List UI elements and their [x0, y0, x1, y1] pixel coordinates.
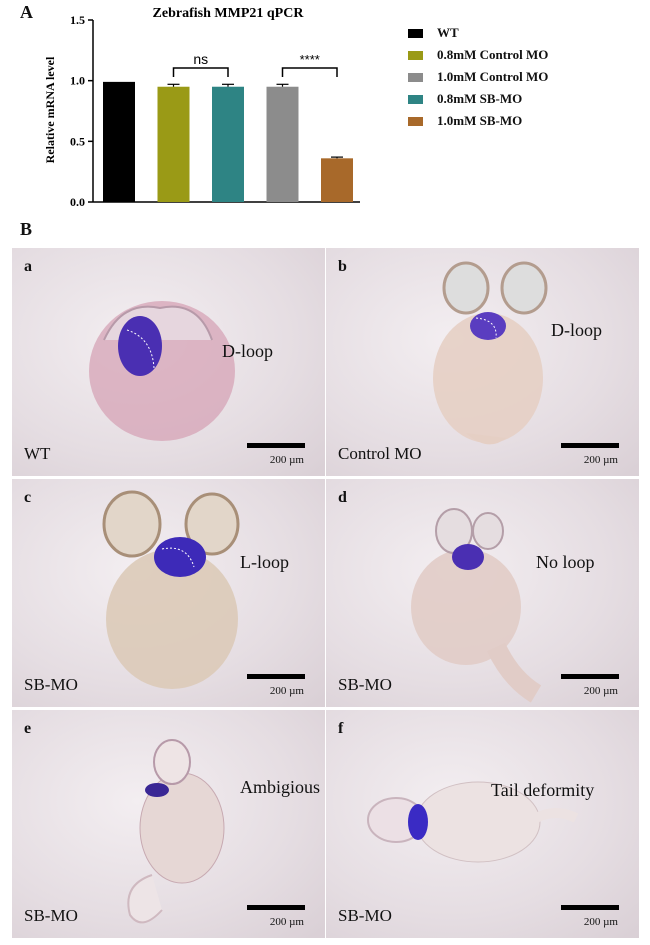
treatment-label: SB-MO: [338, 675, 392, 694]
embryo-image: [433, 261, 548, 445]
significance-label: ns: [193, 51, 208, 67]
phenotype-label: Ambigious: [240, 777, 321, 797]
bar: [212, 86, 244, 202]
scale-bar-label: 200 µm: [583, 685, 618, 697]
embryo-image: [102, 490, 240, 689]
legend-label: 0.8mM Control MO: [437, 47, 549, 62]
panel-letter: e: [24, 720, 32, 737]
legend-label: 0.8mM SB-MO: [437, 91, 523, 106]
y-tick-label: 1.5: [70, 13, 85, 27]
bar: [103, 81, 135, 202]
bar: [321, 158, 353, 202]
y-tick-label: 0.5: [70, 134, 85, 148]
scale-bar: [247, 905, 305, 910]
scale-bar: [561, 674, 619, 679]
bars-group: ns ****: [103, 51, 353, 202]
scale-bar: [561, 443, 619, 448]
panel-letter: a: [24, 258, 32, 275]
micrograph-panel: f Tail deformity SB-MO 200 µm: [326, 710, 639, 938]
legend-label: 1.0mM SB-MO: [437, 113, 523, 128]
scale-bar-label: 200 µm: [269, 685, 304, 697]
phenotype-label: Tail deformity: [491, 780, 595, 800]
treatment-label: SB-MO: [24, 675, 78, 694]
micrograph-panel: a D-loop WT 200 µm: [12, 248, 325, 476]
scale-bar-label: 200 µm: [583, 916, 618, 928]
legend-label: WT: [437, 25, 459, 40]
treatment-label: Control MO: [338, 444, 422, 463]
embryo-image: [367, 781, 579, 863]
panel-letter: f: [338, 720, 344, 737]
chart-title: Zebrafish MMP21 qPCR: [153, 6, 305, 21]
legend-item: 1.0mM SB-MO: [408, 110, 548, 132]
phenotype-label: No loop: [536, 552, 595, 572]
phenotype-label: D-loop: [551, 320, 602, 340]
scale-bar: [561, 905, 619, 910]
phenotype-label: D-loop: [222, 341, 273, 361]
treatment-label: SB-MO: [24, 906, 78, 925]
bar: [157, 86, 190, 202]
significance-label: ****: [300, 52, 320, 67]
panel-letter: b: [338, 258, 347, 275]
significance-bracket: [172, 67, 229, 77]
scale-bar-label: 200 µm: [269, 916, 304, 928]
bar: [266, 86, 299, 202]
legend-item: WT: [408, 22, 548, 44]
legend-swatch: [408, 116, 423, 126]
treatment-label: WT: [24, 444, 51, 463]
legend-item: 0.8mM SB-MO: [408, 88, 548, 110]
legend-swatch: [408, 94, 423, 104]
legend-swatch: [408, 28, 423, 38]
panel-letter: d: [338, 489, 347, 506]
embryo-image: [411, 508, 542, 703]
panel-letter: c: [24, 489, 32, 506]
panel-a-letter: A: [20, 2, 33, 22]
legend-swatch: [408, 50, 423, 60]
scale-bar-label: 200 µm: [269, 454, 304, 466]
legend: WT 0.8mM Control MO 1.0mM Control MO 0.8mM …: [408, 22, 548, 132]
treatment-label: SB-MO: [338, 906, 392, 925]
embryo-image: [127, 739, 225, 924]
scale-bar: [247, 443, 305, 448]
micrograph-panel: b D-loop Control MO 200 µm: [326, 248, 639, 476]
y-tick-label: 0.0: [70, 195, 85, 209]
legend-item: 1.0mM Control MO: [408, 66, 548, 88]
micrograph-panel: e Ambigious SB-MO 200 µm: [12, 710, 325, 938]
scale-bar: [247, 674, 305, 679]
scale-bar-label: 200 µm: [583, 454, 618, 466]
legend-item: 0.8mM Control MO: [408, 44, 548, 66]
legend-label: 1.0mM Control MO: [437, 69, 549, 84]
y-tick-label: 1.0: [70, 74, 85, 88]
panel-b-letter: B: [20, 219, 33, 239]
significance-bracket: [281, 67, 338, 77]
y-axis-label: Relative mRNA level: [43, 56, 57, 163]
phenotype-label: L-loop: [240, 552, 289, 572]
legend-swatch: [408, 72, 423, 82]
micrograph-panel: d No loop SB-MO 200 µm: [326, 479, 639, 707]
micrograph-panel: c L-loop SB-MO 200 µm: [12, 479, 325, 707]
bar-chart: Zebrafish MMP21 qPCR Relative mRNA level…: [43, 6, 360, 209]
embryo-image: [89, 301, 235, 441]
